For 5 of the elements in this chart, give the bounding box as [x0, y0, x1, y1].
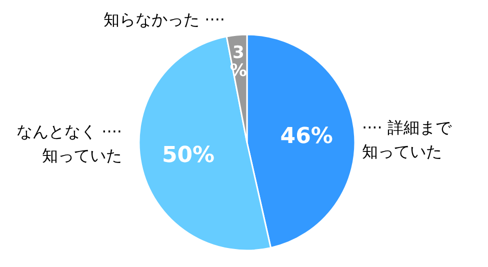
slice-label: 知らなかった ····	[104, 10, 225, 29]
slice-label: なんとなく ····知っていた	[16, 122, 122, 165]
slice-label: ···· 詳細まで知っていた	[362, 118, 452, 161]
data-label: 46%	[280, 124, 333, 149]
data-label: 50%	[162, 142, 215, 168]
